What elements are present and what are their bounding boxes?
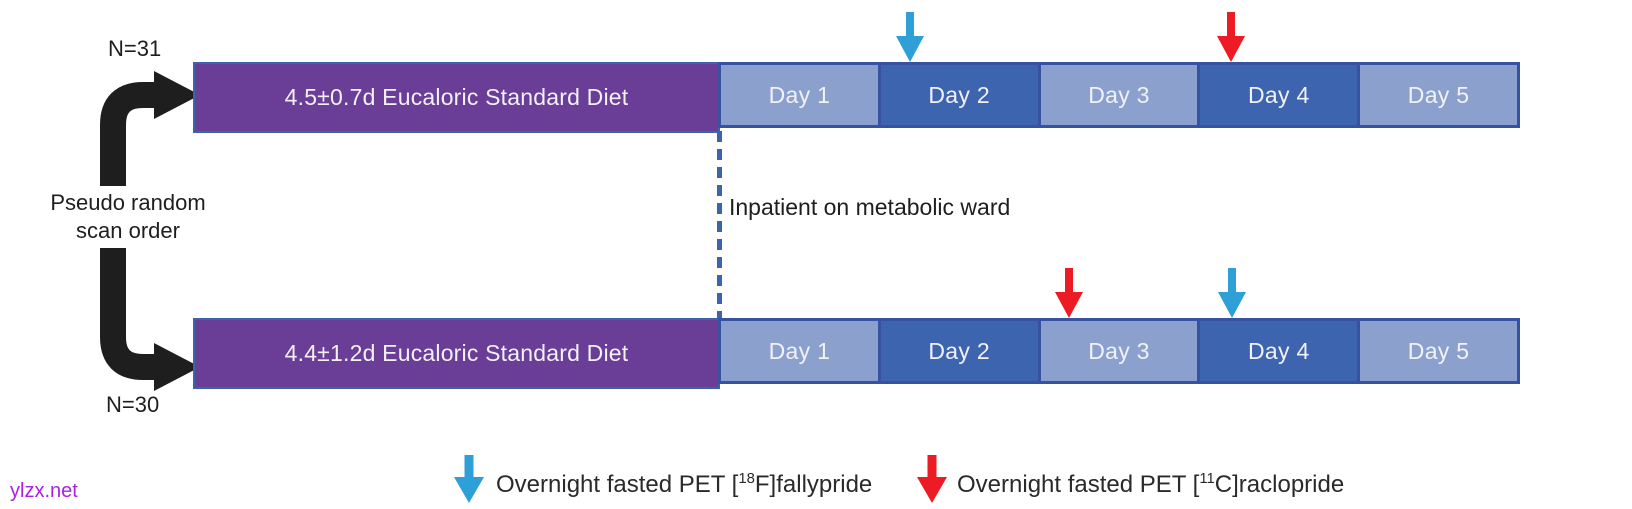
legend-fallypride-prefix: Overnight fasted PET [: [496, 471, 739, 498]
raclopride-arrow-top-day4-icon: [1216, 12, 1246, 62]
top-day-3-cell: Day 3: [1037, 62, 1201, 128]
top-day-5-cell: Day 5: [1357, 62, 1520, 128]
legend-raclopride-prefix: Overnight fasted PET [: [957, 471, 1200, 498]
diet-box-top: 4.5±0.7d Eucaloric Standard Diet: [193, 62, 720, 133]
pseudo-random-line1: Pseudo random: [50, 190, 206, 215]
bottom-day-1-cell: Day 1: [718, 318, 881, 384]
day-row-top: Day 1 Day 2 Day 3 Day 4 Day 5: [718, 62, 1520, 128]
legend-raclopride-arrow-icon: [916, 455, 948, 503]
day-row-bottom: Day 1 Day 2 Day 3 Day 4 Day 5: [718, 318, 1520, 384]
watermark-link[interactable]: ylzx.net: [10, 480, 78, 502]
bottom-day-4-cell: Day 4: [1197, 318, 1361, 384]
n-top-label: N=31: [108, 36, 162, 61]
legend-raclopride-isotope: 11: [1199, 471, 1215, 487]
bottom-day-5-cell: Day 5: [1357, 318, 1520, 384]
fallypride-arrow-bottom-day4-icon: [1217, 268, 1247, 318]
legend-fallypride-isotope: 18: [738, 471, 755, 487]
legend-raclopride-suffix: C]raclopride: [1214, 471, 1345, 498]
bottom-day-2-cell: Day 2: [877, 318, 1041, 384]
legend-fallypride-label: Overnight fasted PET [18F]fallypride: [496, 471, 872, 499]
top-day-2-cell: Day 2: [877, 62, 1041, 128]
legend-fallypride-arrow-icon: [453, 455, 485, 503]
top-day-4-cell: Day 4: [1197, 62, 1361, 128]
diet-box-bottom: 4.4±1.2d Eucaloric Standard Diet: [193, 318, 720, 389]
pseudo-random-scan-order-label: Pseudo random scan order: [28, 186, 228, 248]
legend-raclopride-label: Overnight fasted PET [11C]raclopride: [957, 471, 1344, 499]
pseudo-random-line2: scan order: [76, 218, 180, 243]
inpatient-divider-dashed-line: [717, 131, 722, 318]
n-bottom-label: N=30: [106, 392, 160, 417]
bottom-day-3-cell: Day 3: [1037, 318, 1201, 384]
raclopride-arrow-bottom-day3-icon: [1054, 268, 1084, 318]
top-day-1-cell: Day 1: [718, 62, 881, 128]
fallypride-arrow-top-day2-icon: [895, 12, 925, 62]
legend-fallypride-suffix: F]fallypride: [754, 471, 873, 498]
inpatient-label: Inpatient on metabolic ward: [729, 194, 1011, 220]
